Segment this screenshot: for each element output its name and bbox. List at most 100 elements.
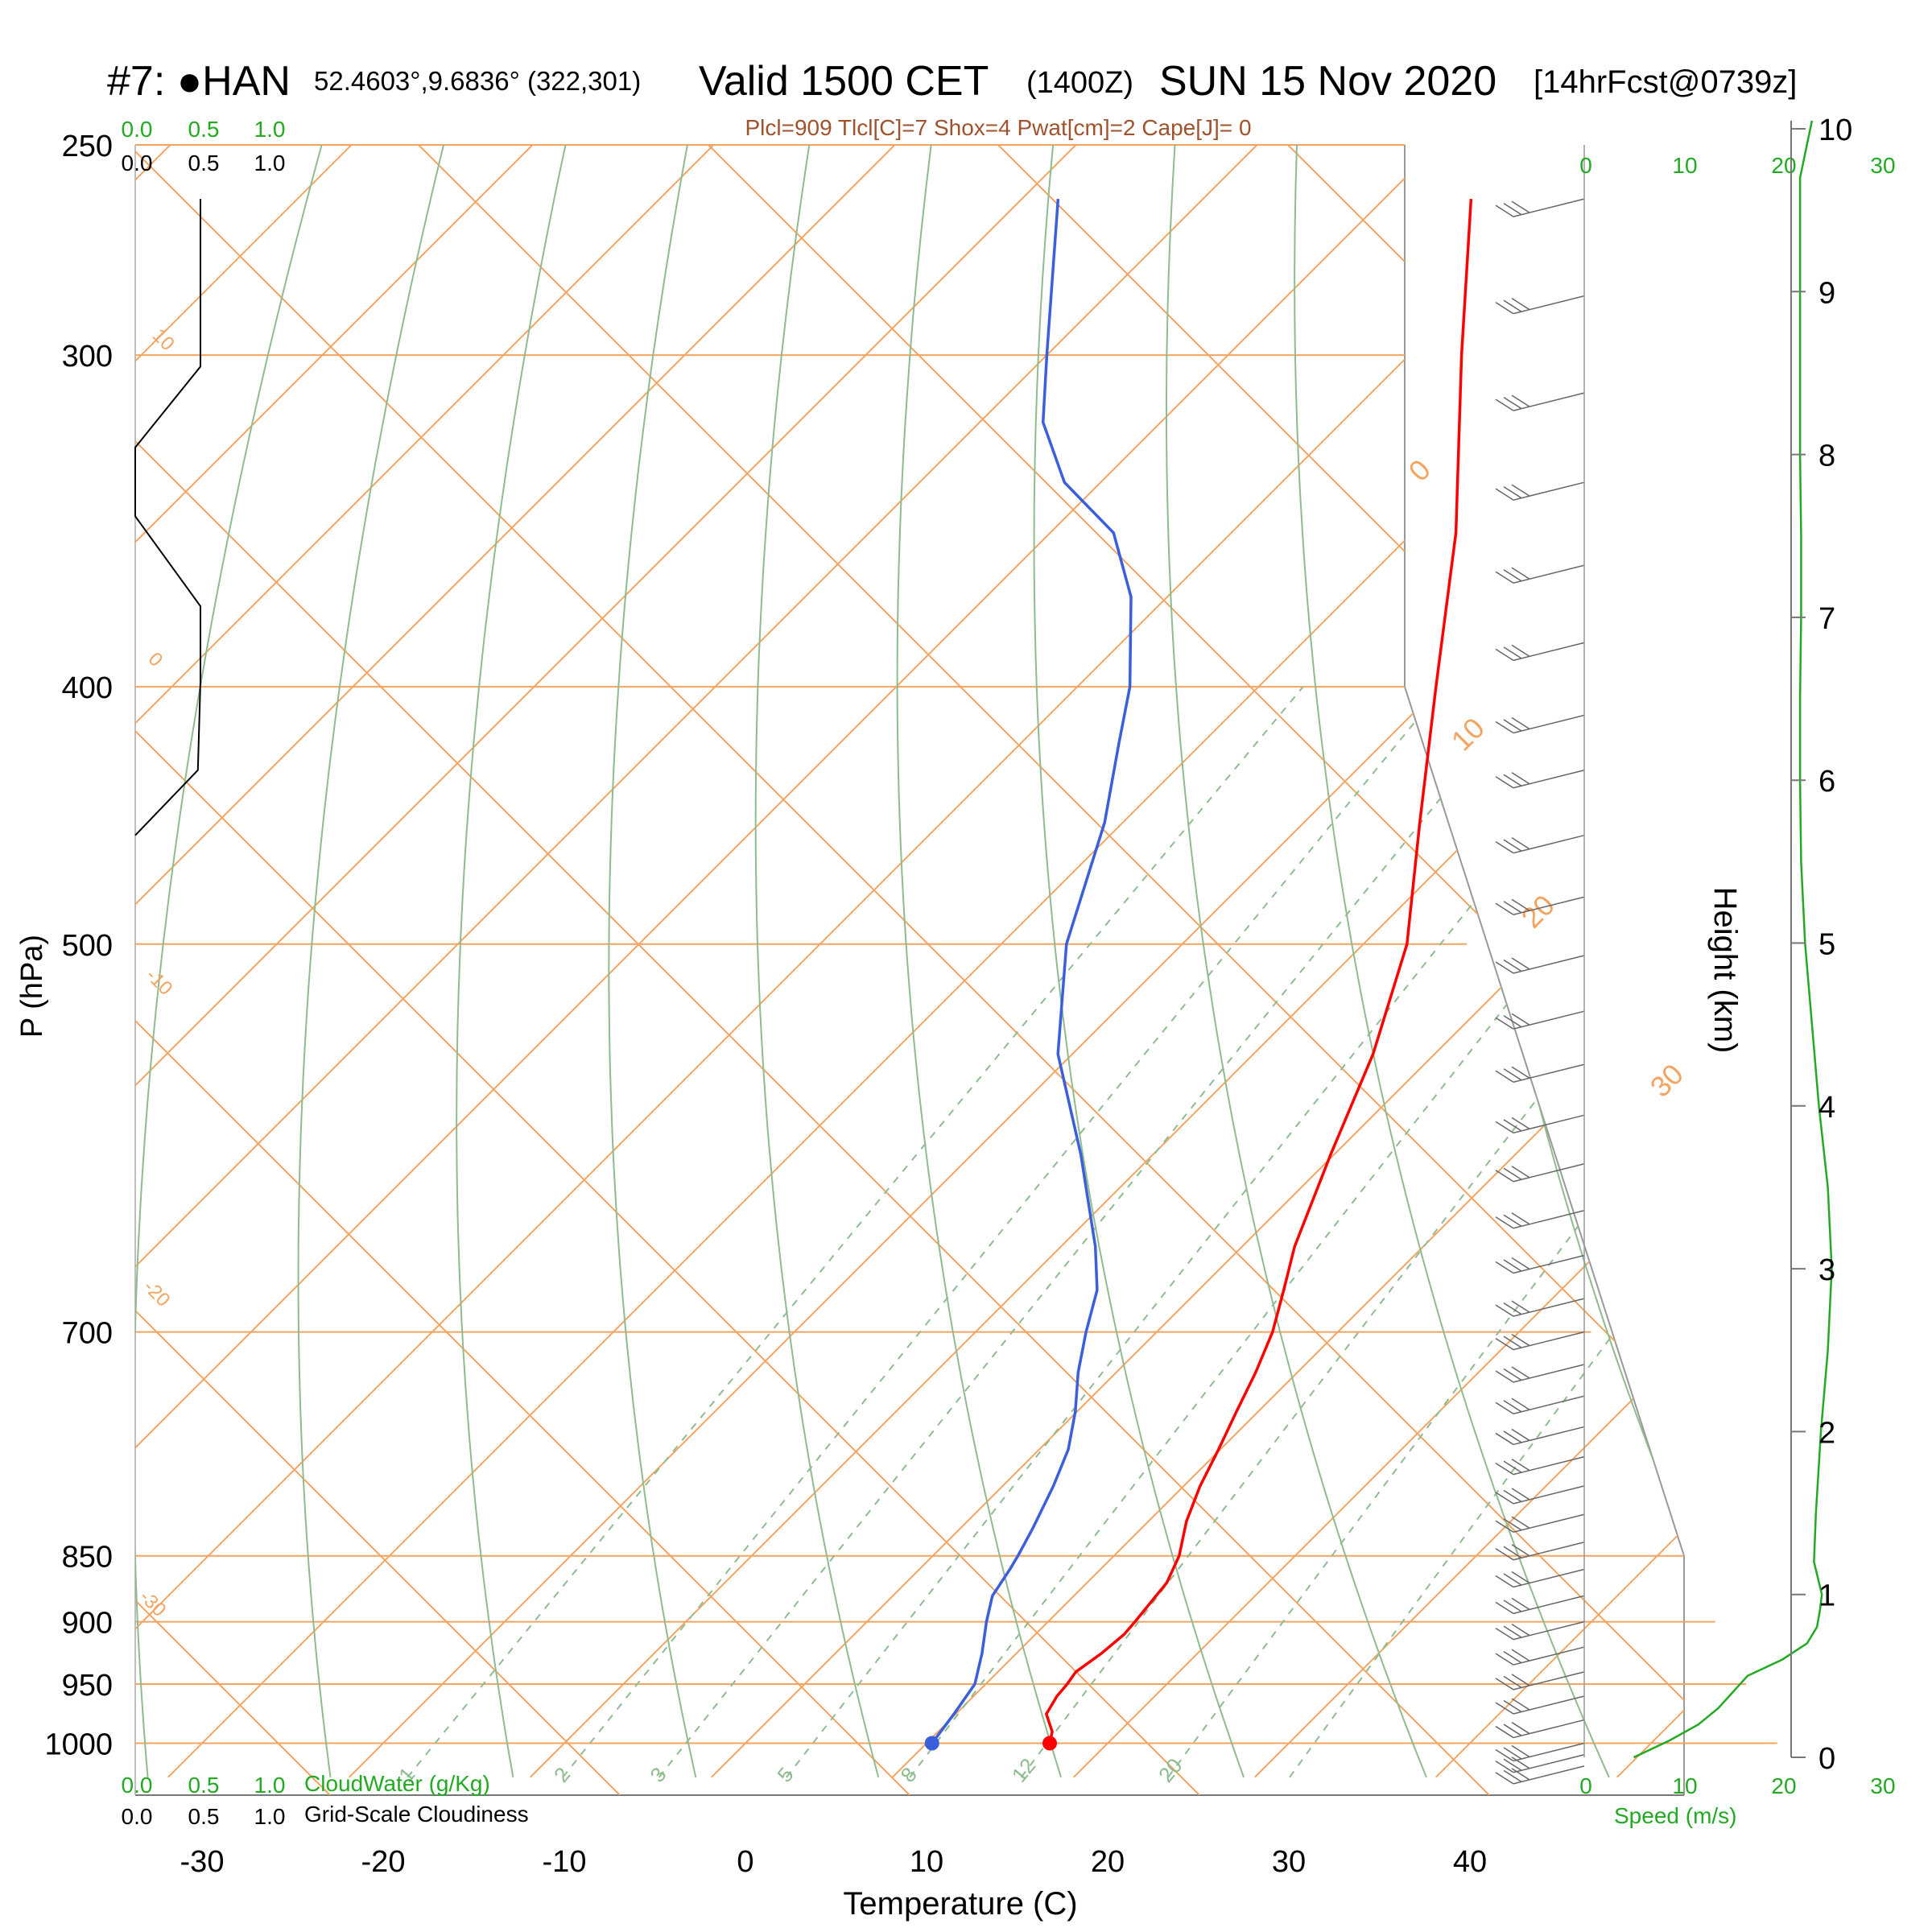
- wind-barb-flag: [1503, 646, 1522, 659]
- wind-barb-flag: [1503, 299, 1522, 312]
- wind-barb-flag: [1495, 902, 1514, 915]
- descending-guide: [418, 145, 1684, 1795]
- descending-guide: [135, 145, 1684, 1795]
- isotherm-line: [135, 145, 534, 1778]
- wind-barb-flag: [1503, 1724, 1522, 1736]
- temperature-tick-label: 0: [737, 1845, 753, 1879]
- isotherm-label-left: 10: [148, 324, 179, 355]
- wind-barb-flag: [1503, 1650, 1522, 1664]
- mixing-label-3: 3: [645, 1762, 671, 1786]
- isotherm-line: [135, 145, 1439, 1778]
- wind-barb: [1513, 1364, 1585, 1383]
- mixing-ratio-line: [658, 686, 1532, 1778]
- wind-barb: [1513, 1513, 1585, 1533]
- dry-adiabat: [1662, 145, 1684, 1778]
- descending-guide: [135, 145, 910, 1795]
- wind-barb-flag: [1511, 1257, 1530, 1270]
- dry-adiabat: [1294, 145, 1610, 1778]
- sounding-indices: Plcl=909 Tlcl[C]=7 Shox=4 Pwat[cm]=2 Cap…: [745, 115, 1251, 140]
- dry-adiabat: [608, 145, 697, 1778]
- wind-barb-flag: [1495, 1627, 1514, 1641]
- wind-barb: [1513, 481, 1585, 501]
- cloudiness-label: Grid-Scale Cloudiness: [304, 1802, 529, 1827]
- mixing-ratio-line: [1167, 686, 1684, 1778]
- dry-adiabat: [754, 145, 880, 1778]
- wind-barb-flag: [1495, 841, 1514, 854]
- height-tick-label: 9: [1818, 276, 1835, 310]
- temperature-line: [1044, 198, 1473, 1744]
- wind-barb: [1513, 896, 1585, 916]
- station-coords: 52.4603°,9.6836° (322,301): [314, 66, 641, 96]
- wind-barb-flag: [1511, 567, 1530, 580]
- wind-barb-flag: [1495, 1170, 1514, 1183]
- wind-barb: [1513, 1395, 1585, 1414]
- wind-barb-flag: [1503, 1167, 1522, 1180]
- wind-barb-flag: [1511, 716, 1530, 730]
- wind-barb-flag: [1511, 484, 1530, 497]
- wind-barb-flag: [1511, 1571, 1530, 1584]
- dry-adiabat: [297, 145, 444, 1777]
- pressure-tick-label: 250: [62, 130, 113, 163]
- wind-barb-flag: [1511, 1649, 1530, 1662]
- height-tick-label: 7: [1818, 602, 1835, 636]
- wind-barb-flag: [1511, 1212, 1530, 1225]
- isotherm-line: [710, 145, 1684, 1778]
- wind-barb: [1513, 1646, 1585, 1666]
- wind-barb-flag: [1511, 1366, 1530, 1379]
- valid-utc: (1400Z): [1026, 66, 1133, 100]
- cloudiness-tick-bottom: 0.0: [122, 1804, 153, 1829]
- wind-barb-flag: [1495, 1601, 1514, 1615]
- wind-barb-flag: [1495, 1772, 1514, 1785]
- cloudwater-tick-bottom: 1.0: [254, 1773, 286, 1798]
- wind-barb-flag: [1503, 1460, 1522, 1473]
- wind-barb-flag: [1511, 1544, 1530, 1557]
- isotherm-label-left: -30: [135, 1586, 171, 1621]
- wind-barb: [1513, 1765, 1585, 1785]
- descending-guide: [1287, 145, 1684, 1795]
- cloudwater-label: CloudWater (g/Kg): [304, 1771, 490, 1796]
- cloudiness-tick-top: 0.0: [122, 151, 153, 175]
- wind-barb-flag: [1495, 648, 1514, 662]
- isotherm-label-right: 30: [1644, 1057, 1690, 1103]
- descending-guide: [135, 145, 621, 1795]
- descending-guide: [997, 145, 1684, 1795]
- height-tick-label: 2: [1818, 1416, 1835, 1450]
- wind-barb-flag: [1511, 1744, 1530, 1758]
- dry-adiabat: [456, 145, 567, 1777]
- wind-barb: [1513, 834, 1585, 854]
- wind-barb-flag: [1503, 1699, 1522, 1713]
- mixing-label-8: 8: [895, 1762, 921, 1786]
- isotherm-label-right: 10: [1445, 711, 1491, 757]
- wind-barb-flag: [1511, 1428, 1530, 1442]
- right-boundary: [1404, 145, 1685, 1795]
- descending-guide: [135, 145, 331, 1795]
- wind-barb-flag: [1503, 959, 1522, 972]
- wind-barb-flag: [1511, 1768, 1530, 1781]
- pressure-tick-label: 400: [62, 671, 113, 705]
- temperature-tick-label: 30: [1272, 1845, 1306, 1879]
- wind-barb: [1513, 1254, 1585, 1274]
- dry-adiabat: [135, 145, 323, 1777]
- wind-barb-flag: [1495, 1492, 1514, 1505]
- wind-barb: [1513, 1455, 1585, 1476]
- speed-tick-bottom: 30: [1870, 1773, 1895, 1798]
- pressure-tick-label: 700: [62, 1317, 113, 1351]
- wind-barb: [1513, 1595, 1585, 1615]
- mixing-label-20: 20: [1154, 1753, 1187, 1786]
- wind-barb-flag: [1511, 1459, 1530, 1472]
- wind-barb-flag: [1503, 901, 1522, 914]
- temperature-tick-label: -10: [543, 1845, 587, 1879]
- wind-barb: [1513, 1742, 1585, 1762]
- isotherms: [135, 145, 1684, 1795]
- speed-tick-bottom: 20: [1771, 1773, 1796, 1798]
- wind-barb-flag: [1495, 302, 1514, 315]
- dry-adiabat: [1166, 145, 1427, 1778]
- wind-barb-flag: [1503, 1430, 1522, 1443]
- height-tick-label: 0: [1818, 1742, 1835, 1776]
- wind-barb-flag: [1495, 1304, 1514, 1317]
- wind-barb-flag: [1511, 772, 1530, 785]
- wind-barb: [1513, 1754, 1585, 1773]
- wind-barb-flag: [1511, 1397, 1530, 1410]
- valid-date: SUN 15 Nov 2020: [1159, 58, 1496, 105]
- wind-barb-flag: [1503, 1368, 1522, 1381]
